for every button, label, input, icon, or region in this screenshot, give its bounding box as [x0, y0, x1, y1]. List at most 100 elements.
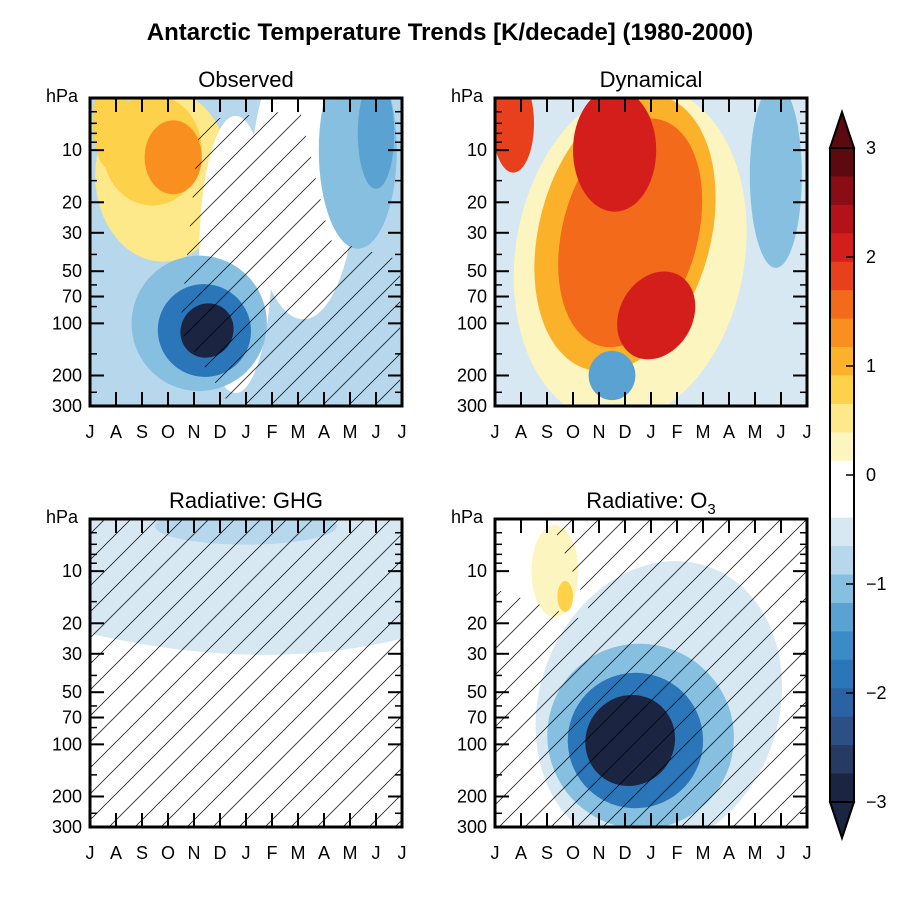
y-tick-label: 10: [62, 561, 82, 581]
x-tick-label: N: [593, 422, 606, 442]
panel-title: Observed: [198, 67, 293, 92]
colorbar-tick-label: −1: [866, 574, 887, 594]
colorbar-segment: [830, 290, 854, 320]
colorbar-segment: [830, 176, 854, 206]
y-tick-label: 20: [62, 192, 82, 212]
significance-hatching: [90, 519, 402, 827]
x-tick-label: J: [777, 422, 786, 442]
colorbar-segment: [830, 489, 854, 519]
colorbar-tick-label: 1: [866, 356, 876, 376]
x-tick-label: J: [242, 843, 251, 863]
contour-fill: [749, 98, 802, 268]
colorbar-segment: [830, 574, 854, 604]
x-tick-label: M: [343, 843, 358, 863]
x-tick-label: N: [188, 422, 201, 442]
colorbar-segment: [830, 602, 854, 632]
colorbar-tick-label: −3: [866, 792, 887, 812]
contour-fill: [92, 98, 129, 170]
y-tick-label: 300: [457, 396, 487, 416]
colorbar-segment: [830, 403, 854, 433]
colorbar-tick-label: 0: [866, 465, 876, 485]
y-tick-label: 100: [52, 734, 82, 754]
colorbar-segment: [830, 432, 854, 462]
x-tick-label: M: [748, 422, 763, 442]
x-tick-label: M: [696, 422, 711, 442]
colorbar-tick-label: −2: [866, 683, 887, 703]
x-tick-label: M: [696, 843, 711, 863]
x-tick-label: J: [242, 422, 251, 442]
x-tick-label: J: [398, 422, 407, 442]
y-tick-label: 300: [52, 396, 82, 416]
significance-hatching: [180, 110, 400, 405]
colorbar-segment: [830, 631, 854, 661]
colorbar-segment: [830, 204, 854, 234]
colorbar-segment: [830, 261, 854, 291]
x-tick-label: O: [566, 422, 580, 442]
colorbar-segment: [830, 347, 854, 376]
x-tick-label: J: [803, 422, 812, 442]
contour-fill: [144, 120, 202, 195]
y-tick-label: 30: [467, 223, 487, 243]
x-tick-label: O: [161, 843, 175, 863]
x-tick-label: J: [86, 843, 95, 863]
x-tick-label: A: [110, 843, 122, 863]
y-tick-label: 70: [467, 708, 487, 728]
x-tick-label: D: [214, 843, 227, 863]
x-tick-label: J: [777, 843, 786, 863]
x-tick-label: F: [672, 422, 683, 442]
panel-title: Dynamical: [600, 67, 703, 92]
y-tick-label: 30: [62, 644, 82, 664]
y-tick-label: 100: [457, 734, 487, 754]
x-tick-label: M: [748, 843, 763, 863]
x-tick-label: J: [647, 843, 656, 863]
colorbar-min-arrow: [828, 801, 856, 842]
x-tick-label: S: [541, 422, 553, 442]
y-tick-label: 70: [62, 287, 82, 307]
y-tick-label: 200: [457, 365, 487, 385]
contour-fill: [588, 350, 636, 401]
contour-fill: [573, 98, 657, 212]
y-tick-label: 50: [467, 682, 487, 702]
contour-fill: [495, 98, 534, 173]
y-tick-label: 20: [62, 613, 82, 633]
x-tick-label: J: [491, 843, 500, 863]
figure-title: Antarctic Temperature Trends [K/decade] …: [147, 19, 753, 46]
x-tick-label: A: [318, 843, 330, 863]
y-tick-label: 30: [62, 223, 82, 243]
colorbar-segment: [830, 659, 854, 689]
colorbar-max-arrow: [828, 108, 856, 149]
pressure-unit-label: hPa: [46, 86, 79, 106]
colorbar-segment: [830, 318, 854, 348]
colorbar-tick-label: 3: [866, 138, 876, 158]
x-tick-label: D: [619, 422, 632, 442]
x-tick-label: A: [723, 843, 735, 863]
x-tick-label: S: [136, 422, 148, 442]
x-tick-label: J: [491, 422, 500, 442]
y-tick-label: 70: [467, 287, 487, 307]
y-tick-label: 200: [52, 786, 82, 806]
y-tick-label: 50: [62, 261, 82, 281]
pressure-unit-label: hPa: [46, 507, 79, 527]
y-tick-label: 20: [467, 613, 487, 633]
contour-fill: [357, 98, 395, 189]
x-tick-label: F: [267, 422, 278, 442]
pressure-unit-label: hPa: [451, 507, 484, 527]
x-tick-label: M: [343, 422, 358, 442]
x-tick-label: M: [291, 422, 306, 442]
x-tick-label: D: [619, 843, 632, 863]
x-tick-label: N: [593, 843, 606, 863]
x-tick-label: M: [291, 843, 306, 863]
y-tick-label: 100: [52, 313, 82, 333]
x-tick-label: S: [136, 843, 148, 863]
colorbar-tick-label: 2: [866, 247, 876, 267]
pressure-unit-label: hPa: [451, 86, 484, 106]
x-tick-label: A: [110, 422, 122, 442]
y-tick-label: 30: [467, 644, 487, 664]
x-tick-label: J: [372, 843, 381, 863]
y-tick-label: 70: [62, 708, 82, 728]
x-tick-label: J: [398, 843, 407, 863]
panel-title: Radiative: O3: [586, 488, 715, 518]
y-tick-label: 50: [467, 261, 487, 281]
